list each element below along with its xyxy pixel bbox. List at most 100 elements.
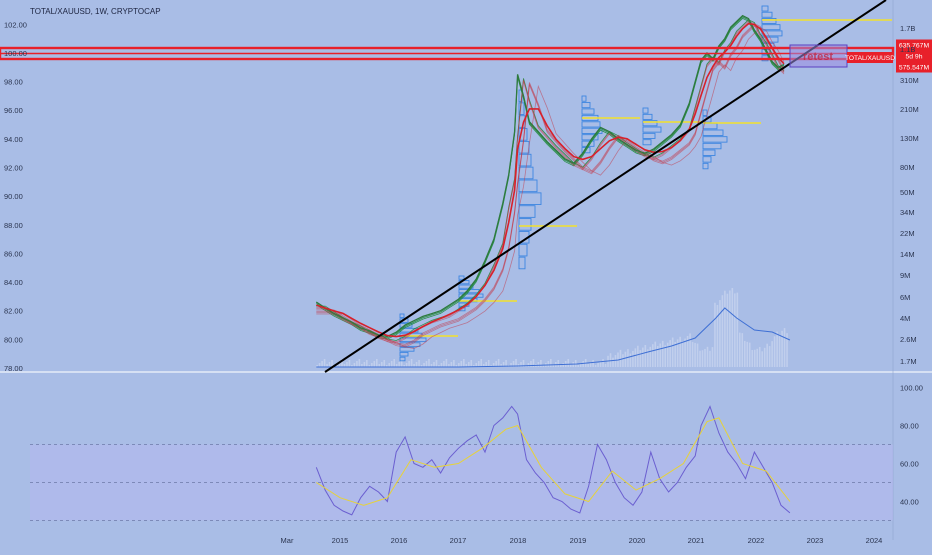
volume-bar — [729, 290, 731, 367]
volume-profile-bar — [518, 179, 538, 193]
volume-bar — [497, 359, 500, 367]
volume-bar — [684, 338, 686, 367]
volume-bar — [763, 347, 766, 367]
volume-profile-bar — [702, 162, 709, 170]
volume-bar — [758, 346, 761, 367]
price-tag-upper: 635.767M — [899, 43, 930, 50]
volume-bar — [472, 365, 475, 367]
volume-bar — [321, 361, 323, 367]
volume-scale-label: 1.7B — [900, 24, 915, 33]
volume-bar — [368, 365, 371, 367]
volume-bar — [768, 346, 771, 367]
volume-bar — [318, 363, 321, 367]
ma-ribbon-line — [316, 17, 785, 340]
volume-bar — [773, 336, 776, 367]
volume-bar — [405, 363, 408, 367]
volume-bar — [505, 360, 507, 367]
time-tick-label: 2017 — [450, 536, 467, 545]
volume-bar — [395, 364, 398, 367]
volume-scale-label: 9M — [900, 271, 910, 280]
time-tick-label: 2018 — [510, 536, 527, 545]
volume-bar — [356, 361, 358, 367]
volume-bar — [711, 347, 714, 367]
ma-ribbon-line — [316, 25, 785, 348]
volume-bar — [440, 363, 443, 367]
volume-bar — [458, 363, 460, 367]
volume-bar — [477, 361, 480, 367]
price-tick-label: 102.00 — [4, 20, 27, 29]
volume-bar — [358, 359, 361, 367]
volume-bar — [361, 364, 363, 367]
volume-bar — [559, 365, 562, 367]
symbol-tag-bg — [847, 52, 893, 63]
volume-bar — [522, 360, 525, 367]
volume-profile-bar — [702, 109, 708, 116]
chart-title: TOTAL/XAUUSD, 1W, CRYPTOCAP — [30, 7, 161, 16]
price-tag-current: 5d 9h — [905, 54, 922, 61]
volume-bar — [597, 363, 599, 367]
volume-bar — [679, 336, 681, 367]
volume-bar — [480, 359, 483, 367]
volume-bar — [537, 362, 540, 367]
volume-bar — [776, 331, 778, 367]
volume-bar — [724, 290, 726, 367]
rsi-tick-label: 60.00 — [900, 460, 919, 469]
price-tick-label: 92.00 — [4, 164, 23, 173]
volume-bar — [567, 359, 570, 367]
volume-bar — [681, 341, 684, 367]
volume-bar — [403, 365, 405, 367]
volume-profile-bar — [642, 120, 658, 127]
price-tag-upper-bg — [896, 39, 932, 51]
volume-scale-label: 50M — [900, 188, 915, 197]
price-tick-label: 96.00 — [4, 106, 23, 115]
volume-bar — [482, 364, 485, 367]
volume-bar — [547, 361, 550, 367]
volume-bar — [338, 361, 341, 367]
volume-bar — [510, 363, 512, 367]
volume-bar — [323, 359, 326, 367]
volume-bar — [530, 361, 532, 367]
volume-bar — [502, 362, 505, 367]
time-tick-label: 2020 — [629, 536, 646, 545]
volume-bar — [699, 350, 701, 367]
volume-bar — [766, 343, 768, 367]
symbol-tag: TOTAL/XAUUSD — [845, 55, 895, 62]
volume-bar — [781, 330, 783, 367]
volume-bar — [642, 347, 644, 367]
volume-scale-label: 4M — [900, 314, 910, 323]
volume-bar — [741, 333, 744, 367]
volume-bar — [786, 333, 788, 367]
price-tick-label: 98.00 — [4, 78, 23, 87]
volume-bar — [696, 343, 699, 367]
volume-bar — [689, 333, 691, 367]
volume-bar — [674, 341, 676, 367]
volume-bar — [731, 288, 734, 367]
volume-bar — [378, 364, 381, 367]
volume-bar — [492, 363, 495, 367]
volume-bar — [701, 350, 704, 367]
volume-bar — [463, 359, 465, 367]
volume-bar — [373, 361, 376, 367]
volume-bar — [783, 328, 786, 367]
volume-profile-bar — [761, 30, 783, 37]
volume-bar — [326, 364, 328, 367]
volume-bar — [438, 365, 440, 367]
volume-profile-bar — [518, 243, 528, 257]
volume-bar — [661, 340, 664, 367]
volume-bar — [425, 361, 428, 367]
volume-bar — [383, 360, 386, 367]
volume-bar — [721, 295, 724, 367]
volume-profile-bar — [518, 205, 536, 218]
volume-profile-bar — [581, 95, 587, 102]
volume-bar — [475, 363, 478, 367]
time-tick-label: 2022 — [748, 536, 765, 545]
volume-bar — [634, 348, 637, 367]
volume-bar — [453, 360, 455, 367]
volume-bar — [420, 365, 423, 367]
volume-profile-bar — [399, 313, 405, 319]
volume-bar — [651, 344, 654, 367]
volume-bar — [726, 293, 729, 367]
volume-bar — [694, 342, 696, 367]
